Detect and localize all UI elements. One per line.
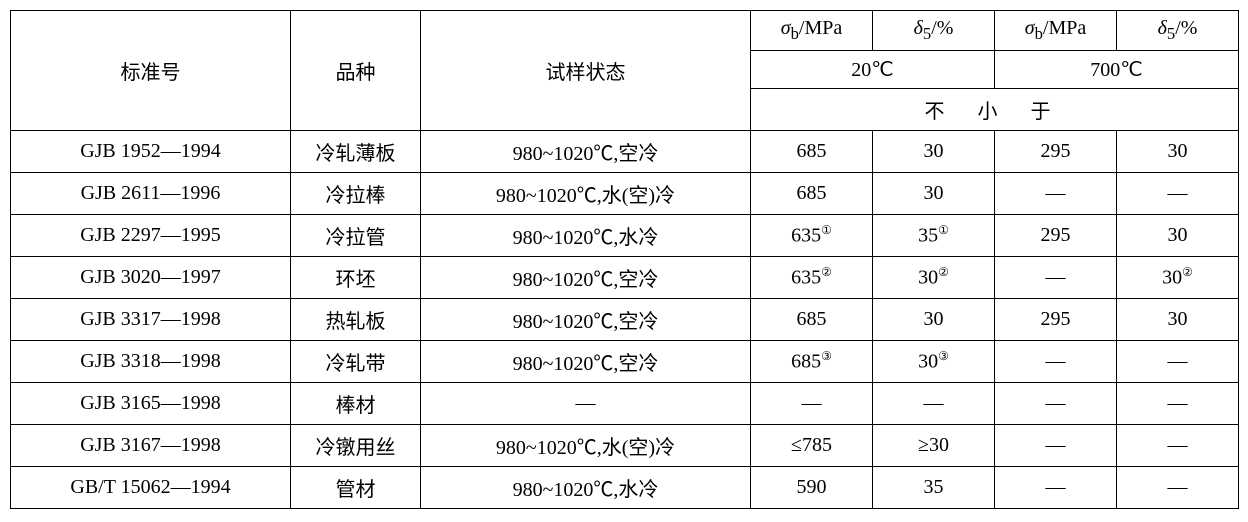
cell-type: 冷镦用丝 bbox=[291, 425, 421, 467]
cell-cond: 980~1020℃,水冷 bbox=[421, 467, 751, 509]
cell-d700: — bbox=[1117, 425, 1239, 467]
cell-d20: 35 bbox=[873, 467, 995, 509]
cell-d700: 30 bbox=[1117, 215, 1239, 257]
cell-d20: 30② bbox=[873, 257, 995, 299]
cell-s700: 295 bbox=[995, 131, 1117, 173]
cell-std: GJB 3167—1998 bbox=[11, 425, 291, 467]
table-row: GJB 3020—1997 环坯 980~1020℃,空冷 635② 30② —… bbox=[11, 257, 1239, 299]
cell-cond: 980~1020℃,水冷 bbox=[421, 215, 751, 257]
cell-type: 冷轧薄板 bbox=[291, 131, 421, 173]
col-header-condition: 不 小 于 bbox=[751, 89, 1239, 131]
cell-cond: 980~1020℃,空冷 bbox=[421, 257, 751, 299]
cell-type: 环坯 bbox=[291, 257, 421, 299]
cell-type: 热轧板 bbox=[291, 299, 421, 341]
table-body: GJB 1952—1994 冷轧薄板 980~1020℃,空冷 685 30 2… bbox=[11, 131, 1239, 509]
col-header-type: 品种 bbox=[291, 11, 421, 131]
table-row: GJB 2297—1995 冷拉管 980~1020℃,水冷 635① 35① … bbox=[11, 215, 1239, 257]
cell-cond: — bbox=[421, 383, 751, 425]
cell-d20: — bbox=[873, 383, 995, 425]
cell-s700: — bbox=[995, 257, 1117, 299]
cell-s700: — bbox=[995, 173, 1117, 215]
col-header-sigma-20: σb/MPa bbox=[751, 11, 873, 51]
table-row: GJB 2611—1996 冷拉棒 980~1020℃,水(空)冷 685 30… bbox=[11, 173, 1239, 215]
cell-cond: 980~1020℃,水(空)冷 bbox=[421, 425, 751, 467]
cell-cond: 980~1020℃,空冷 bbox=[421, 299, 751, 341]
cell-type: 冷拉管 bbox=[291, 215, 421, 257]
cell-std: GJB 3318—1998 bbox=[11, 341, 291, 383]
cell-d700: — bbox=[1117, 341, 1239, 383]
table-row: GB/T 15062—1994 管材 980~1020℃,水冷 590 35 —… bbox=[11, 467, 1239, 509]
cell-s700: — bbox=[995, 425, 1117, 467]
cell-std: GB/T 15062—1994 bbox=[11, 467, 291, 509]
cell-d20: 30③ bbox=[873, 341, 995, 383]
cell-s20: 590 bbox=[751, 467, 873, 509]
cell-s20: 685 bbox=[751, 173, 873, 215]
cell-cond: 980~1020℃,空冷 bbox=[421, 131, 751, 173]
cell-d700: — bbox=[1117, 383, 1239, 425]
cell-d700: 30② bbox=[1117, 257, 1239, 299]
cell-type: 管材 bbox=[291, 467, 421, 509]
col-header-std: 标准号 bbox=[11, 11, 291, 131]
cell-d20: ≥30 bbox=[873, 425, 995, 467]
col-header-20c: 20℃ bbox=[751, 51, 995, 89]
col-header-delta-700: δ5/% bbox=[1117, 11, 1239, 51]
cell-s700: 295 bbox=[995, 215, 1117, 257]
col-header-sigma-700: σb/MPa bbox=[995, 11, 1117, 51]
cell-type: 棒材 bbox=[291, 383, 421, 425]
cell-std: GJB 3020—1997 bbox=[11, 257, 291, 299]
cell-s20: 635② bbox=[751, 257, 873, 299]
cell-s700: 295 bbox=[995, 299, 1117, 341]
cell-std: GJB 2297—1995 bbox=[11, 215, 291, 257]
table-row: GJB 1952—1994 冷轧薄板 980~1020℃,空冷 685 30 2… bbox=[11, 131, 1239, 173]
cell-cond: 980~1020℃,空冷 bbox=[421, 341, 751, 383]
cell-cond: 980~1020℃,水(空)冷 bbox=[421, 173, 751, 215]
cell-d20: 35① bbox=[873, 215, 995, 257]
table-row: GJB 3317—1998 热轧板 980~1020℃,空冷 685 30 29… bbox=[11, 299, 1239, 341]
cell-type: 冷拉棒 bbox=[291, 173, 421, 215]
cell-std: GJB 1952—1994 bbox=[11, 131, 291, 173]
cell-d20: 30 bbox=[873, 131, 995, 173]
cell-s20: 685 bbox=[751, 131, 873, 173]
cell-d700: 30 bbox=[1117, 299, 1239, 341]
cell-d700: — bbox=[1117, 173, 1239, 215]
col-header-delta-20: δ5/% bbox=[873, 11, 995, 51]
col-header-cond: 试样状态 bbox=[421, 11, 751, 131]
spec-table: 标准号 品种 试样状态 σb/MPa δ5/% σb/MPa δ5/% 20℃ … bbox=[10, 10, 1239, 509]
cell-s20: 685③ bbox=[751, 341, 873, 383]
cell-std: GJB 2611—1996 bbox=[11, 173, 291, 215]
cell-s700: — bbox=[995, 383, 1117, 425]
col-header-700c: 700℃ bbox=[995, 51, 1239, 89]
cell-s700: — bbox=[995, 341, 1117, 383]
table-row: GJB 3318—1998 冷轧带 980~1020℃,空冷 685③ 30③ … bbox=[11, 341, 1239, 383]
cell-d700: — bbox=[1117, 467, 1239, 509]
cell-s20: — bbox=[751, 383, 873, 425]
cell-std: GJB 3317—1998 bbox=[11, 299, 291, 341]
cell-std: GJB 3165—1998 bbox=[11, 383, 291, 425]
cell-s700: — bbox=[995, 467, 1117, 509]
cell-s20: 635① bbox=[751, 215, 873, 257]
cell-d20: 30 bbox=[873, 299, 995, 341]
cell-d700: 30 bbox=[1117, 131, 1239, 173]
cell-type: 冷轧带 bbox=[291, 341, 421, 383]
cell-d20: 30 bbox=[873, 173, 995, 215]
cell-s20: 685 bbox=[751, 299, 873, 341]
cell-s20: ≤785 bbox=[751, 425, 873, 467]
table-row: GJB 3165—1998 棒材 — — — — — bbox=[11, 383, 1239, 425]
table-row: GJB 3167—1998 冷镦用丝 980~1020℃,水(空)冷 ≤785 … bbox=[11, 425, 1239, 467]
